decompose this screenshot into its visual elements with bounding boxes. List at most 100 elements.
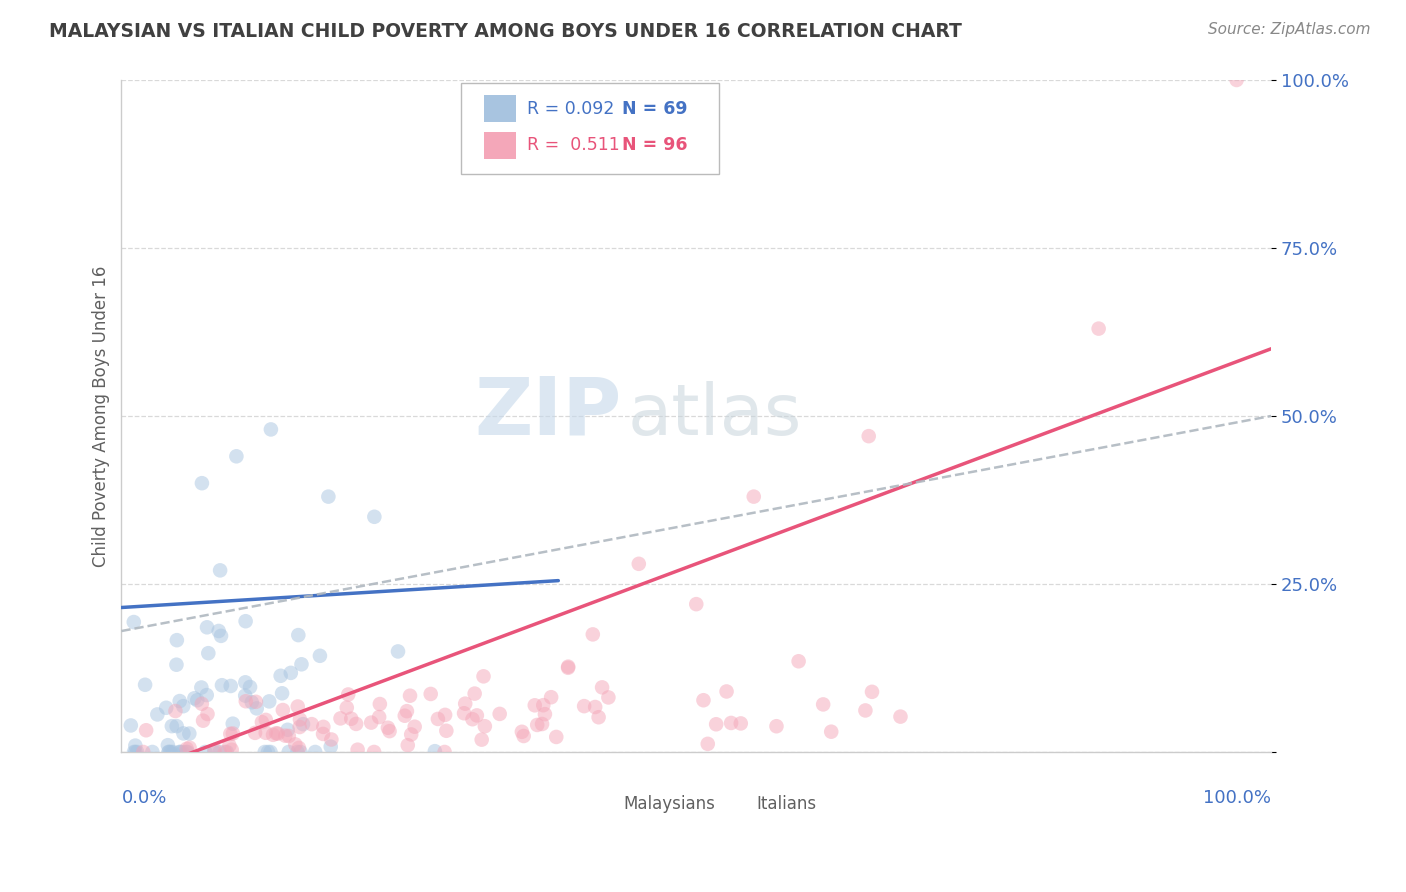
Point <box>250 715 273 730</box>
Point <box>321 732 343 747</box>
Point <box>166 633 188 648</box>
Point <box>233 689 256 703</box>
Point <box>426 712 449 726</box>
Point <box>394 708 416 723</box>
Text: N = 69: N = 69 <box>621 100 688 118</box>
Point <box>122 615 145 629</box>
Point <box>557 659 579 673</box>
Point <box>195 620 218 634</box>
Point <box>239 680 262 694</box>
Point <box>172 745 194 759</box>
Point <box>225 450 247 464</box>
Point <box>716 684 738 698</box>
Point <box>404 720 426 734</box>
Point <box>546 730 568 744</box>
Point <box>277 729 299 743</box>
Point <box>172 699 194 714</box>
Point <box>155 700 177 714</box>
Point <box>434 707 457 722</box>
FancyBboxPatch shape <box>461 83 720 174</box>
Point <box>368 697 391 711</box>
Point <box>157 745 180 759</box>
Point <box>337 688 360 702</box>
Point <box>169 694 191 708</box>
Point <box>583 700 606 714</box>
Point <box>169 745 191 759</box>
Point <box>304 745 326 759</box>
Point <box>399 689 422 703</box>
Text: R =  0.511: R = 0.511 <box>527 136 620 154</box>
Point <box>274 729 297 743</box>
Point <box>395 704 418 718</box>
Text: ZIP: ZIP <box>474 374 621 451</box>
Point <box>742 490 765 504</box>
Point <box>262 728 284 742</box>
Point <box>197 646 219 660</box>
Point <box>271 703 294 717</box>
Point <box>159 745 181 759</box>
Point <box>235 694 257 708</box>
Point <box>287 745 309 759</box>
Point <box>284 738 307 752</box>
Point <box>243 726 266 740</box>
Point <box>190 681 212 695</box>
Point <box>534 707 557 722</box>
Point <box>627 557 650 571</box>
Point <box>512 729 534 743</box>
Point <box>257 745 280 759</box>
Point <box>368 710 391 724</box>
Point <box>186 693 208 707</box>
Bar <box>484 132 516 159</box>
Point <box>692 693 714 707</box>
Point <box>377 721 399 735</box>
Point <box>156 738 179 752</box>
Point <box>344 717 367 731</box>
Point <box>855 703 877 717</box>
Point <box>474 719 496 733</box>
Point <box>319 739 342 754</box>
Point <box>209 563 232 577</box>
Point <box>582 627 605 641</box>
Point <box>169 745 191 759</box>
Text: 0.0%: 0.0% <box>121 789 167 807</box>
Point <box>453 706 475 721</box>
Point <box>434 723 457 738</box>
Point <box>336 700 359 714</box>
Text: Source: ZipAtlas.com: Source: ZipAtlas.com <box>1208 22 1371 37</box>
Point <box>510 724 533 739</box>
Point <box>197 706 219 721</box>
Point <box>277 723 299 737</box>
Text: Malaysians: Malaysians <box>624 796 716 814</box>
Point <box>557 661 579 675</box>
Point <box>346 742 368 756</box>
Point <box>124 745 146 759</box>
Point <box>246 701 269 715</box>
Point <box>318 490 340 504</box>
Point <box>730 716 752 731</box>
Point <box>287 628 309 642</box>
Point <box>454 697 477 711</box>
Point <box>378 724 401 739</box>
Point <box>219 727 242 741</box>
Point <box>254 713 277 727</box>
Point <box>858 429 880 443</box>
Point <box>277 745 299 759</box>
Point <box>165 704 187 718</box>
Point <box>264 726 287 740</box>
Y-axis label: Child Poverty Among Boys Under 16: Child Poverty Among Boys Under 16 <box>93 265 110 566</box>
Point <box>176 745 198 759</box>
Point <box>218 739 240 753</box>
Point <box>260 422 283 436</box>
Point <box>191 697 214 711</box>
Text: atlas: atlas <box>627 382 801 450</box>
Text: N = 96: N = 96 <box>621 136 688 154</box>
Point <box>235 614 257 628</box>
Point <box>280 665 302 680</box>
Point <box>214 745 236 759</box>
Point <box>312 727 335 741</box>
Point <box>202 745 225 759</box>
Bar <box>484 95 516 122</box>
Point <box>221 743 243 757</box>
Point <box>233 675 256 690</box>
Point <box>704 717 727 731</box>
